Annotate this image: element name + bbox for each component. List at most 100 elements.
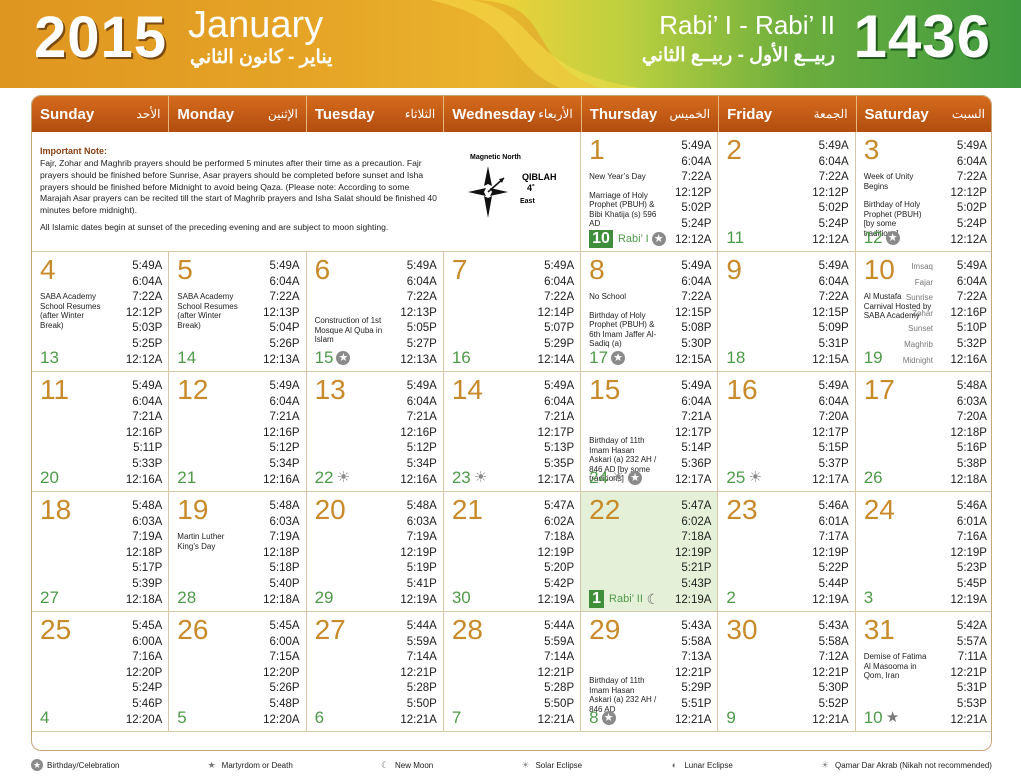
hijri-day: 18 [726,348,745,368]
day-cell: 25 5:45A 6:00A 7:16A 12:20P 5:24P 5:46P 12:20A 4 [32,612,170,732]
prayer-times: 5:46A 6:01A 7:17A 12:19P 5:22P 5:44P 12:19A [785,499,849,608]
prayer-time: 12:19P [400,546,437,559]
prayer-time: 5:31P [818,337,849,350]
gregorian-day-number: 24 [863,494,895,525]
prayer-time: 7:22A [544,291,575,304]
event-text: New Year’s Day [589,172,646,181]
martyrdom-star-icon: ★ [207,760,216,770]
prayer-time: 5:49A [132,260,163,272]
event-text: Martin Luther King’s Day [177,532,225,551]
prayer-time: 5:48A [269,500,300,512]
prayer-times: 5:49A 6:04A 7:22A 12:12P 5:03P 5:25P 12:12A [98,259,162,368]
prayer-times: 5:47A 6:02A 7:18A 12:19P 5:21P 5:43P 12:19A [647,499,711,608]
prayer-time: 12:19P [812,546,849,559]
prayer-time: 12:19P [537,546,575,559]
prayer-time: 5:26P [269,337,300,350]
gregorian-day-number: 20 [314,494,346,525]
prayer-time: 5:21P [681,562,712,575]
day-cell: 6 5:49A 6:04A 7:22A 12:13P 5:05P 5:27P 12:13A Co… [306,252,444,372]
prayer-time: 5:35P [544,457,575,470]
prayer-time: 5:49A [681,140,712,152]
prayer-time: 12:17A [674,473,712,486]
new-moon-icon: ☾ [646,591,660,607]
prayer-time: 7:21A [544,411,575,424]
prayer-time: 5:19P [406,562,437,575]
prayer-time: 5:15P [818,442,849,455]
weekday-name-arabic: الأحد [136,107,161,121]
day-cell: 5 5:49A 6:04A 7:22A 12:13P 5:04P 5:26P 12:13A SA… [169,252,307,372]
gregorian-day-number: 12 [177,374,209,405]
prayer-time: 5:40P [269,577,300,590]
prayer-times: 5:48A 6:03A 7:19A 12:19P 5:19P 5:41P 12:19A [373,499,437,608]
day-cell: 1 5:49A 6:04A 7:22A 12:12P 5:02P 5:24P 12:12A Ne… [581,132,719,252]
prayer-time: 5:48A [406,500,437,512]
event-text: Birthday of Holy Prophet (PBUH) [by some… [863,200,922,238]
gregorian-day-number: 22 [589,494,621,525]
prayer-time: 12:19A [537,593,575,606]
prayer-times: 5:49A 6:04A 7:22A 12:14P 5:07P 5:29P 12:14A [510,259,574,368]
prayer-time: 6:02A [544,515,575,528]
prayer-time: 5:46P [132,697,163,710]
prayer-time: 5:43A [681,620,712,632]
prayer-time: 6:04A [544,275,575,288]
prayer-time: 5:51P [681,697,712,710]
prayer-time: 5:49A [132,380,163,392]
gregorian-day-number: 8 [589,254,605,285]
prayer-times: 5:49A 6:04A 7:21A 12:16P 5:12P 5:34P 12:16A [236,379,300,488]
prayer-time: 5:46A [956,500,987,512]
prayer-times: 5:45A 6:00A 7:15A 12:20P 5:26P 5:48P 12:20A [236,619,300,728]
hijri-day-number: 27 [40,588,59,607]
prayer-time: 5:14P [681,442,712,455]
prayer-time: 12:19A [674,593,712,606]
prayer-time: 7:22A [818,291,849,304]
prayer-time: 5:44A [544,620,575,632]
weekday-name-arabic: الإثنين [267,107,298,121]
birthday-icon: ★ [31,759,43,771]
solar-eclipse-icon: ☀ [521,760,530,770]
legend-item: ★ Martyrdom or Death [206,759,293,771]
prayer-time: 5:12P [406,442,437,455]
prayer-time: 12:19A [950,593,987,606]
hijri-day: 4 [40,708,49,728]
legend-item: ◐ Lunar Eclipse [668,759,733,771]
prayer-time: 12:21P [950,666,987,679]
prayer-time-labels: Imsaq Fajar Sunrise Zohar Sunset Maghrib Midni… [893,259,933,368]
prayer-time: 5:42A [956,620,987,632]
prayer-time: 12:16A [263,473,300,486]
weekday-name: Saturday [864,105,929,123]
hijri-day: 3 [864,588,873,608]
prayer-time: 12:12P [812,186,849,199]
hijri-day-number: 2 [726,588,736,607]
prayer-time: 5:04P [269,322,300,335]
weekday-name-arabic: السبت [951,107,985,121]
prayer-times: 5:49A 6:04A 7:22A 12:15P 5:09P 5:31P 12:15A [785,259,849,368]
day-cell: 9 5:49A 6:04A 7:22A 12:15P 5:09P 5:31P 12:15A 18 [718,252,856,372]
prayer-time-label: Zohar [912,308,933,318]
hijri-day: 25 ☀ [726,468,762,488]
day-cell: 2 5:49A 6:04A 7:22A 12:12P 5:02P 5:24P 12:12A 11 [718,132,856,252]
hijri-day: 28 [177,588,196,608]
note-text-dates: All Islamic dates begin at sunset of the… [40,221,389,232]
prayer-time: 5:41P [406,577,437,590]
prayer-time: 6:04A [956,155,987,168]
prayer-times: 5:49A 6:04A 7:22A 12:15P 5:08P 5:30P 12:15A [647,259,711,368]
prayer-times: 5:48A 6:03A 7:19A 12:18P 5:18P 5:40P 12:18A [236,499,300,608]
gregorian-day-number: 25 [40,614,72,645]
day-cell: 19 5:48A 6:03A 7:19A 12:18P 5:18P 5:40P 12:18A M… [169,492,307,612]
prayer-time: 12:21A [812,713,849,726]
hijri-day-number: 22 [314,468,334,487]
hijri-day-number: 8 [589,708,599,727]
prayer-time: 5:49A [544,260,575,272]
legend-item: ☾ New Moon [379,759,433,771]
hijri-day: 15 ★ [315,348,351,368]
prayer-time: 7:22A [818,171,849,184]
prayer-time: 12:16P [125,426,163,439]
hijri-day-number: 19 [863,348,883,367]
prayer-time: 5:49A [406,260,437,272]
prayer-time: 5:37P [818,457,849,470]
hijri-day-number: 26 [863,468,883,487]
legend-label: Martyrdom or Death [221,760,293,770]
prayer-time: 5:49A [269,260,300,272]
prayer-time: 12:20P [263,666,300,679]
event-text: Birthday of Holy Prophet (PBUH) & 6th Im… [589,310,657,349]
